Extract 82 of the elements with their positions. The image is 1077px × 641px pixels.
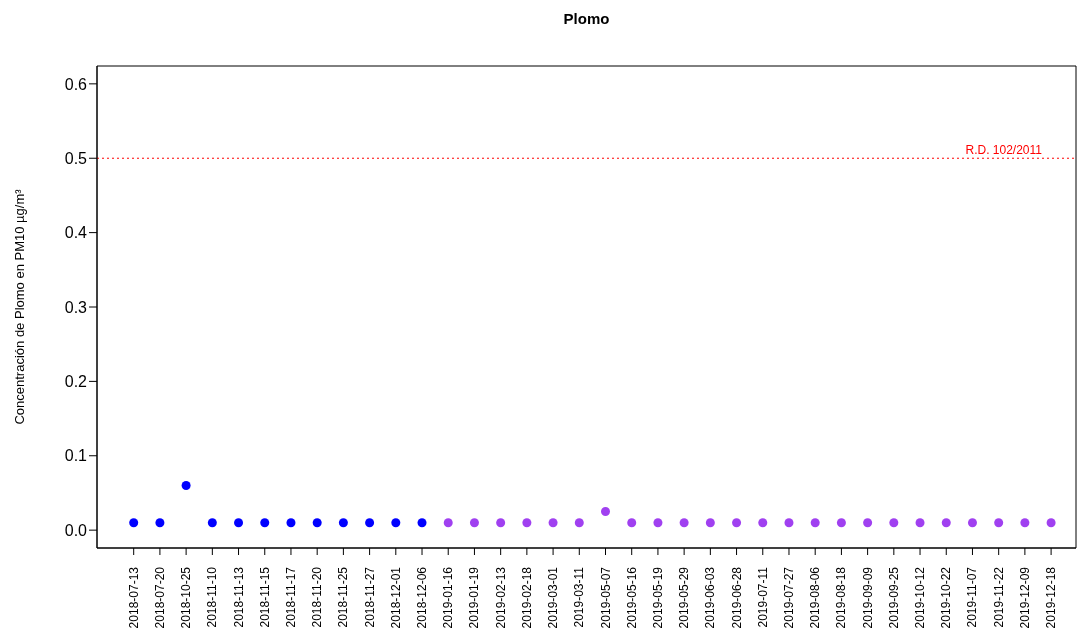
x-tick-label: 2018-11-27 xyxy=(362,566,377,628)
x-tick-label: 2019-01-16 xyxy=(441,566,456,629)
point xyxy=(338,518,348,528)
point xyxy=(705,518,715,528)
x-tick-label: 2018-11-13 xyxy=(231,566,246,628)
point xyxy=(286,518,296,528)
point xyxy=(365,518,375,528)
y-tick-label: 0.6 xyxy=(64,75,88,93)
point xyxy=(915,518,925,528)
point xyxy=(443,518,453,528)
point xyxy=(863,518,873,528)
x-tick-label: 2018-11-17 xyxy=(283,566,298,628)
point xyxy=(522,518,532,528)
point xyxy=(889,518,899,528)
x-tick-label: 2019-01-19 xyxy=(467,566,482,629)
x-tick-label: 2019-11-07 xyxy=(965,566,980,628)
chart-title: Plomo xyxy=(562,10,611,27)
x-tick-label: 2018-12-06 xyxy=(415,566,430,629)
x-tick-label: 2019-02-13 xyxy=(493,566,508,629)
point xyxy=(784,518,794,528)
y-axis-title: Concentración de Plomo en PM10 µg/m³ xyxy=(11,188,27,425)
x-tick-label: 2018-07-13 xyxy=(126,566,141,629)
point xyxy=(627,518,637,528)
point xyxy=(181,481,191,491)
x-tick-label: 2019-12-09 xyxy=(1017,566,1032,629)
y-tick-label: 0.4 xyxy=(64,224,88,242)
x-tick-label: 2018-11-25 xyxy=(336,566,351,628)
x-tick-label: 2018-10-25 xyxy=(179,566,194,629)
x-tick-label: 2019-09-25 xyxy=(886,566,901,629)
y-tick-label: 0.5 xyxy=(64,149,88,167)
x-tick-label: 2019-12-18 xyxy=(1044,566,1059,629)
x-tick-label: 2019-11-22 xyxy=(991,566,1006,628)
x-tick-label: 2019-10-12 xyxy=(913,566,928,629)
x-tick-label: 2018-11-20 xyxy=(310,566,325,628)
x-tick-label: 2018-11-10 xyxy=(205,566,220,628)
point xyxy=(1020,518,1030,528)
point xyxy=(732,518,742,528)
point xyxy=(941,518,951,528)
point xyxy=(758,518,768,528)
x-tick-label: 2018-07-20 xyxy=(152,566,167,629)
ref-line-label: R.D. 102/2011 xyxy=(965,143,1043,158)
point xyxy=(129,518,139,528)
x-tick-label: 2019-08-18 xyxy=(834,566,849,629)
x-tick-label: 2019-05-19 xyxy=(650,566,665,629)
y-tick-label: 0.0 xyxy=(64,521,88,539)
point xyxy=(469,518,479,528)
point xyxy=(574,518,584,528)
point xyxy=(653,518,663,528)
x-tick-label: 2019-06-28 xyxy=(729,566,744,629)
point xyxy=(1046,518,1056,528)
x-tick-label: 2019-05-07 xyxy=(598,566,613,629)
x-tick-label: 2019-02-18 xyxy=(519,566,534,629)
point xyxy=(312,518,322,528)
x-tick-label: 2019-07-27 xyxy=(781,566,796,629)
point xyxy=(234,518,244,528)
x-tick-label: 2019-08-06 xyxy=(808,566,823,629)
point xyxy=(810,518,820,528)
point xyxy=(601,507,610,517)
x-tick-label: 2019-07-11 xyxy=(755,566,770,628)
x-tick-label: 2019-05-16 xyxy=(624,566,639,629)
point xyxy=(548,518,558,528)
x-tick-label: 2019-10-22 xyxy=(939,566,954,629)
point xyxy=(260,518,270,528)
point xyxy=(994,518,1004,528)
y-tick-label: 0.2 xyxy=(64,373,88,391)
y-tick-label: 0.3 xyxy=(64,298,88,316)
x-tick-label: 2019-06-03 xyxy=(703,566,718,629)
x-tick-label: 2018-12-01 xyxy=(388,566,403,629)
point xyxy=(391,518,401,528)
x-tick-label: 2019-05-29 xyxy=(677,566,692,629)
y-tick-label: 0.1 xyxy=(64,447,88,465)
point xyxy=(155,518,165,528)
point xyxy=(679,518,689,528)
x-tick-label: 2019-03-11 xyxy=(572,566,587,628)
point xyxy=(417,518,427,528)
x-tick-label: 2019-03-01 xyxy=(546,566,561,629)
point xyxy=(836,518,846,528)
point xyxy=(967,518,977,528)
point xyxy=(207,518,217,528)
point xyxy=(496,518,506,528)
x-tick-label: 2019-09-09 xyxy=(860,566,875,629)
x-tick-label: 2018-11-15 xyxy=(257,566,272,628)
